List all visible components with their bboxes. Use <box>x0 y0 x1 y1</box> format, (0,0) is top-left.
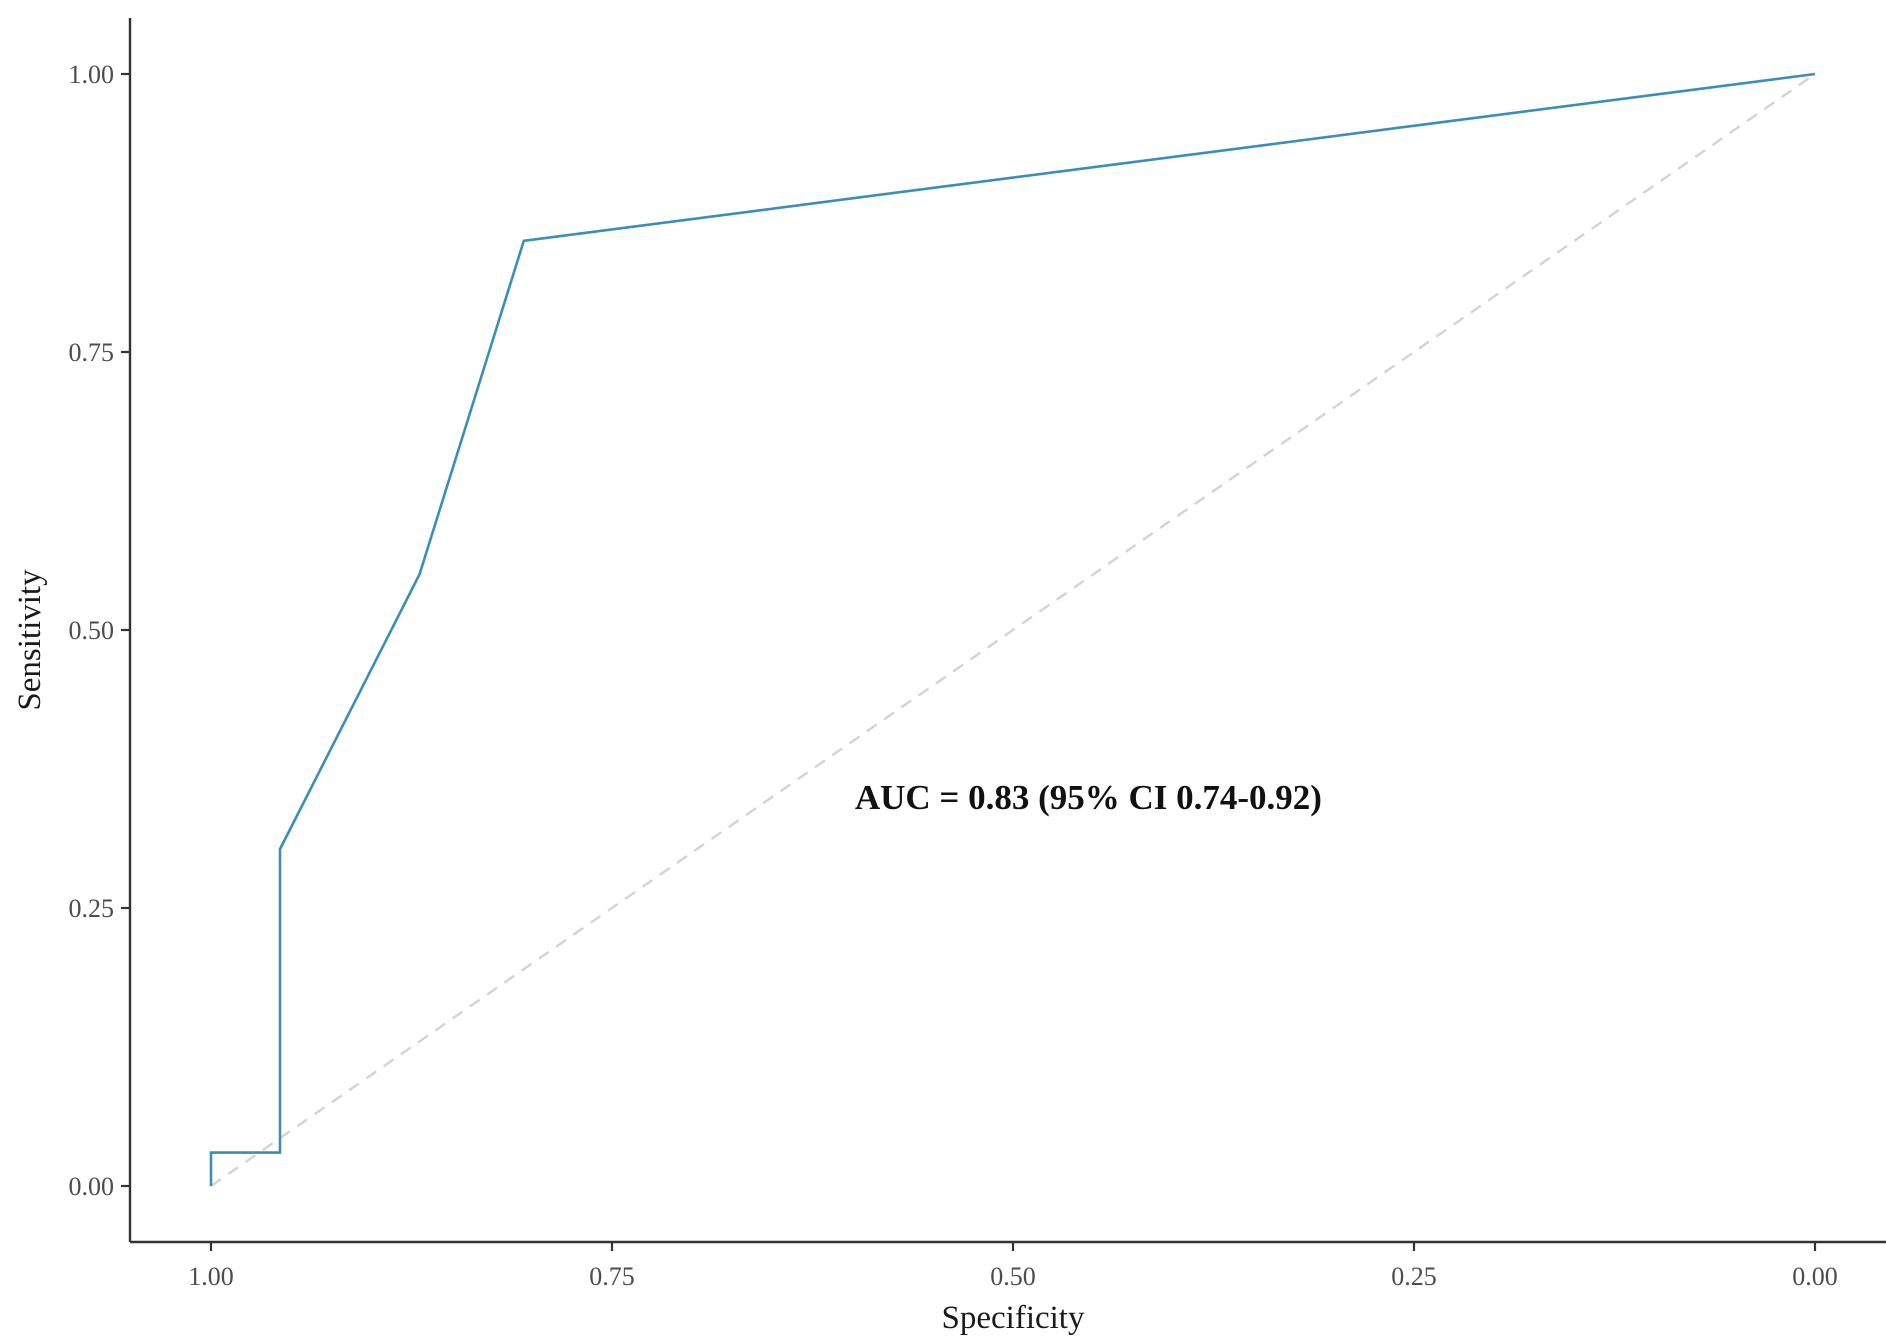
x-tick-label: 0.25 <box>1391 1262 1437 1291</box>
y-tick-label: 0.75 <box>69 338 115 367</box>
x-tick-label: 0.50 <box>990 1262 1036 1291</box>
axes: 0.00 0.25 0.50 0.75 1.00 1.00 0.75 0.50 0.25 0.00 <box>69 18 1886 1291</box>
roc-curve-line <box>209 72 1816 1186</box>
auc-annotation: AUC = 0.83 (95% CI 0.74-0.92) <box>855 778 1322 817</box>
x-axis-title: Specificity <box>942 1300 1085 1336</box>
y-tick-label: 1.00 <box>69 60 115 89</box>
x-tick-label: 0.00 <box>1792 1262 1838 1291</box>
x-tick-label: 0.75 <box>589 1262 635 1291</box>
plot-area: AUC = 0.83 (95% CI 0.74-0.92) <box>209 72 1816 1187</box>
x-tick-label: 1.00 <box>188 1262 234 1291</box>
y-axis-title: Sensitivity <box>12 569 48 711</box>
y-tick-label: 0.00 <box>69 1172 115 1201</box>
reference-diagonal-line <box>210 73 1816 1187</box>
y-tick-label: 0.50 <box>69 616 115 645</box>
y-tick-label: 0.25 <box>69 894 115 923</box>
